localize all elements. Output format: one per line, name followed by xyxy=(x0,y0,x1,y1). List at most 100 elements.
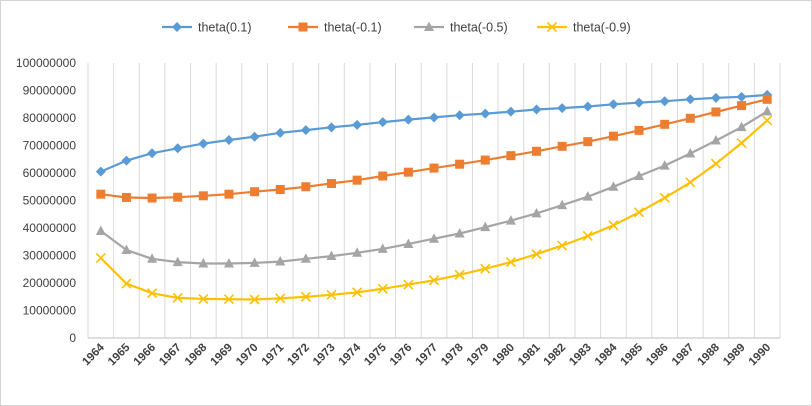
data-point-marker xyxy=(480,108,491,119)
y-tick-label: 0 xyxy=(69,331,76,345)
data-point-marker xyxy=(352,119,363,130)
data-point-marker xyxy=(685,113,695,123)
data-point-marker xyxy=(608,181,619,191)
data-point-marker xyxy=(275,293,286,304)
x-tick-label: 1967 xyxy=(157,342,184,369)
data-point-marker xyxy=(352,287,363,298)
data-point-marker xyxy=(659,160,670,170)
data-point-marker xyxy=(531,104,542,115)
data-point-marker xyxy=(736,137,747,149)
data-point-marker xyxy=(198,191,208,201)
data-point-marker xyxy=(583,137,593,147)
data-point-marker xyxy=(480,221,491,232)
y-tick-label: 20000000 xyxy=(23,276,77,290)
data-point-marker xyxy=(198,293,209,305)
data-point-marker xyxy=(300,125,311,136)
data-point-marker xyxy=(506,151,516,161)
data-point-marker xyxy=(275,127,286,138)
x-tick-label: 1983 xyxy=(567,342,594,369)
x-tick-label: 1969 xyxy=(209,342,236,369)
x-tick-label: 1981 xyxy=(516,341,543,368)
data-point-marker xyxy=(223,294,235,305)
x-tick-label: 1979 xyxy=(465,342,492,369)
data-point-marker xyxy=(685,94,696,105)
y-tick-label: 30000000 xyxy=(23,249,77,263)
x-tick-label: 1973 xyxy=(311,342,338,369)
data-point-marker xyxy=(505,215,516,225)
data-point-marker xyxy=(223,135,234,145)
data-point-marker xyxy=(532,146,542,156)
data-point-marker xyxy=(429,233,439,243)
data-point-marker xyxy=(95,225,106,236)
data-point-marker xyxy=(711,107,721,117)
data-point-marker xyxy=(224,189,234,199)
data-point-marker xyxy=(736,121,747,132)
data-point-marker xyxy=(121,192,131,202)
data-point-marker xyxy=(505,257,516,268)
data-point-marker xyxy=(762,115,773,126)
data-point-marker xyxy=(634,170,645,181)
data-point-marker xyxy=(582,101,593,112)
data-point-marker xyxy=(377,283,388,294)
x-tick-label: 1988 xyxy=(695,341,722,368)
data-point-marker xyxy=(249,294,260,305)
data-point-marker xyxy=(326,122,337,133)
y-tick-label: 70000000 xyxy=(23,139,77,153)
data-point-marker xyxy=(634,97,645,108)
data-point-marker xyxy=(454,269,465,280)
series-line xyxy=(99,93,769,173)
data-point-marker xyxy=(403,167,413,177)
data-point-marker xyxy=(557,240,568,251)
data-point-marker xyxy=(737,101,747,111)
y-axis-tick-labels: 0 10000000 20000000 30000000 40000000 5000000… xyxy=(16,56,76,345)
data-point-marker xyxy=(198,138,209,149)
data-point-marker xyxy=(378,171,388,181)
legend-item: theta(0.1) xyxy=(162,21,252,35)
x-tick-label: 1978 xyxy=(439,341,466,368)
data-point-marker xyxy=(147,253,158,263)
data-point-marker xyxy=(685,177,696,188)
data-point-marker xyxy=(685,147,696,158)
data-point-marker xyxy=(531,249,542,260)
data-point-marker xyxy=(582,230,593,242)
legend-label: theta(-0.1) xyxy=(324,21,382,35)
data-point-marker xyxy=(608,99,619,110)
data-point-marker xyxy=(762,105,773,116)
data-point-marker xyxy=(250,187,260,197)
x-tick-label: 1977 xyxy=(414,342,441,369)
legend-label: theta(-0.5) xyxy=(450,21,508,35)
data-point-marker xyxy=(172,143,183,154)
data-point-marker xyxy=(403,279,414,290)
x-tick-label: 1964 xyxy=(80,341,107,368)
data-point-marker xyxy=(96,189,106,199)
data-point-marker xyxy=(275,185,285,194)
data-point-marker xyxy=(172,22,182,32)
data-point-marker xyxy=(428,275,440,286)
x-tick-label: 1970 xyxy=(234,342,261,369)
data-point-marker xyxy=(546,21,558,33)
y-tick-label: 90000000 xyxy=(23,84,77,98)
data-point-marker xyxy=(95,166,106,177)
data-point-marker xyxy=(557,199,568,210)
data-point-marker xyxy=(582,191,593,201)
data-point-marker xyxy=(710,135,721,145)
x-tick-label: 1989 xyxy=(721,342,748,369)
data-point-marker xyxy=(454,228,465,238)
data-point-marker xyxy=(455,159,465,169)
data-point-marker xyxy=(531,207,542,218)
data-point-marker xyxy=(454,110,465,121)
data-point-marker xyxy=(147,148,158,159)
series-3 xyxy=(95,105,773,268)
data-point-marker xyxy=(659,96,670,107)
data-point-marker xyxy=(326,289,337,300)
data-point-marker xyxy=(352,175,362,185)
data-point-marker xyxy=(557,141,567,151)
x-tick-label: 1986 xyxy=(644,342,671,369)
x-tick-label: 1966 xyxy=(132,342,159,369)
y-tick-label: 50000000 xyxy=(23,194,77,208)
legend-item: theta(-0.9) xyxy=(537,21,631,35)
data-point-marker xyxy=(377,117,388,128)
data-point-marker xyxy=(300,291,311,302)
x-tick-label: 1984 xyxy=(593,341,620,368)
